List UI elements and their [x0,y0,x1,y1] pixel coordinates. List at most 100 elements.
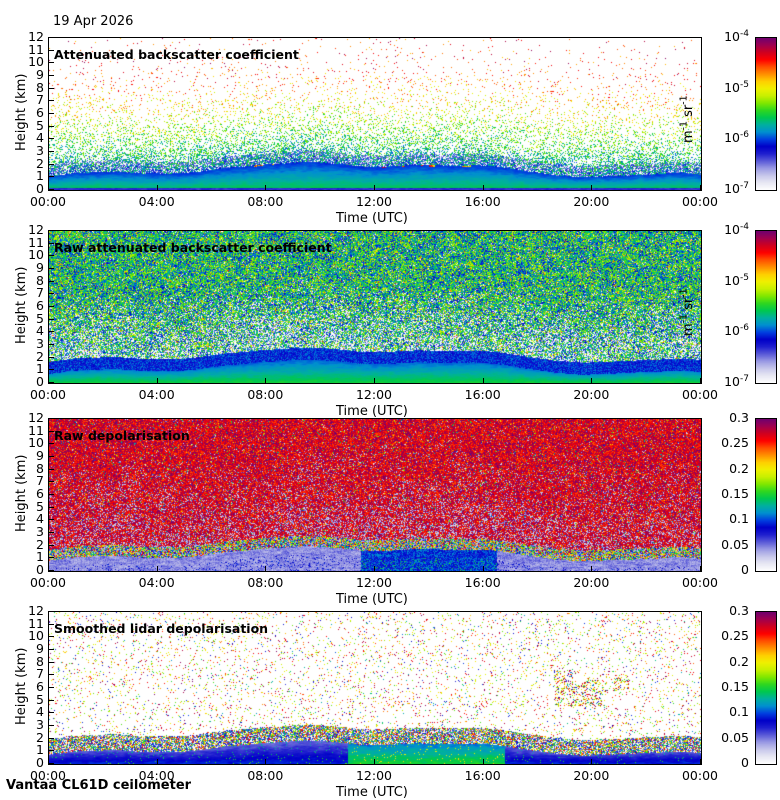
ytick-label: 7 [36,92,44,108]
colorbar-unit-exponent-2: -1 [678,95,690,105]
xtick-label: 20:00 [573,768,610,783]
colorbar-gradient [756,231,776,383]
ytick-mark [49,611,54,612]
plot-area-smoothed-lidar-depolarisation[interactable] [48,611,702,765]
colorbar-tick-exponent: -5 [740,79,749,90]
ytick-label: 1 [36,742,44,758]
x-axis-label: Time (UTC) [336,211,408,226]
plot-area-raw-attenuated-backscatter[interactable] [48,230,702,384]
colorbar-tick-label: 0.2 [729,460,749,476]
ytick-mark [49,344,54,345]
xtick-label: 16:00 [464,387,501,402]
ytick-label: 9 [36,260,44,275]
xtick-label: 12:00 [355,387,393,402]
ytick-mark [49,189,54,190]
heatmap-canvas-smoothed-lidar-depolarisation [49,612,701,764]
ytick-label: 7 [36,285,44,301]
ytick-label: 4 [36,323,44,339]
colorbar-tick-label: 0.1 [729,704,749,720]
ytick-label: 8 [36,79,44,95]
ytick-mark [49,163,54,165]
colorbar-tick-mantissa: 10 [724,222,741,237]
ytick-mark [49,661,54,663]
colorbar-unit-mid: sr [681,297,696,314]
xtick-mark [482,759,484,764]
xtick-label: 00:00 [681,387,719,402]
ytick-label: 0 [36,374,44,389]
ytick-mark [49,750,54,752]
ytick-label: 12 [28,29,44,44]
ytick-mark [49,481,54,483]
xtick-mark [48,185,49,190]
ytick-label: 3 [36,336,44,351]
ytick-mark [49,636,54,638]
colorbar-tick-label: 10-5 [693,80,749,95]
xtick-mark [156,378,158,383]
colorbar-tick-label: 0.15 [721,486,749,501]
ytick-label: 3 [36,143,44,158]
ytick-label: 5 [36,498,44,514]
plot-area-attenuated-backscatter[interactable] [48,37,702,191]
ytick-mark [49,151,54,152]
ytick-label: 12 [28,222,44,237]
colorbar-tick-mantissa: 10 [724,181,741,196]
xtick-mark [482,378,484,383]
ytick-label: 9 [36,448,44,463]
plot-area-raw-depolarisation[interactable] [48,418,702,572]
xtick-mark [374,566,375,571]
heatmap-canvas-raw-depolarisation [49,419,701,571]
ytick-label: 6 [36,105,44,120]
site-instrument-label: Vantaa CL61D ceilometer [6,778,192,793]
colorbar-tick-exponent: -4 [740,28,749,39]
colorbar-gradient [756,612,776,764]
xtick-label: 16:00 [464,194,501,209]
y-axis-label: Height (km) [14,73,29,151]
colorbar-unit-exponent-1: -1 [678,314,690,324]
ytick-label: 0 [36,562,44,577]
ytick-label: 1 [36,361,44,377]
ytick-label: 5 [36,310,44,326]
colorbar-raw-attenuated-backscatter [755,230,777,384]
xtick-mark [156,566,158,571]
colorbar-gradient [756,419,776,571]
colorbar-tick-label: 0 [741,562,749,577]
xtick-label: 08:00 [247,194,284,209]
xtick-mark [700,185,701,190]
ytick-mark [49,494,54,495]
y-axis-label: Height (km) [14,647,29,725]
ytick-mark [49,230,54,231]
colorbar-tick-label: 10-4 [693,29,749,44]
ytick-mark [49,138,54,140]
ytick-label: 5 [36,117,44,133]
ytick-label: 2 [36,155,44,171]
colorbar-gradient [756,38,776,190]
xtick-label: 00:00 [29,768,67,783]
ytick-label: 2 [36,536,44,552]
ytick-label: 2 [36,729,44,745]
xtick-label: 00:00 [681,768,719,783]
colorbar-tick-exponent: -6 [740,323,749,334]
xtick-label: 08:00 [247,768,284,783]
ytick-label: 3 [36,717,44,732]
xtick-label: 20:00 [573,387,610,402]
ytick-label: 8 [36,460,44,476]
xtick-label: 04:00 [138,768,175,783]
xtick-label: 00:00 [29,194,67,209]
xtick-label: 12:00 [355,194,393,209]
xtick-label: 20:00 [573,575,610,590]
colorbar-tick-exponent: -4 [740,221,749,232]
ytick-mark [49,763,54,764]
xtick-mark [591,378,593,383]
xtick-label: 04:00 [138,194,175,209]
colorbar-unit-label: m-1 sr-1 [678,288,696,336]
ytick-label: 11 [28,41,44,57]
ytick-label: 10 [28,628,44,644]
ytick-mark [49,468,54,470]
xtick-mark [482,566,484,571]
colorbar-tick-exponent: -7 [740,180,749,191]
xtick-label: 16:00 [464,768,501,783]
colorbar-tick-mantissa: 10 [724,323,741,339]
ytick-mark [49,293,54,295]
ytick-mark [49,699,54,701]
